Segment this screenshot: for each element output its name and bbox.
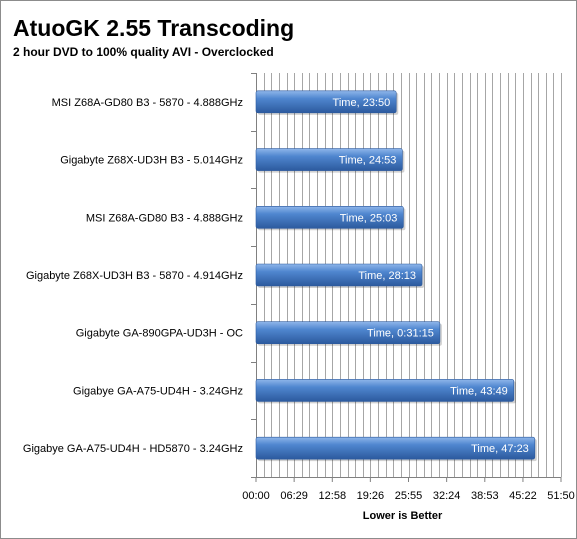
category-label: Gigabye GA-A75-UD4H - HD5870 - 3.24GHz xyxy=(23,443,243,455)
bar xyxy=(255,263,423,287)
x-tick-label: 12:58 xyxy=(319,490,347,502)
category-label: MSI Z68A-GD80 B3 - 5870 - 4.888GHz xyxy=(52,97,243,109)
category-label: MSI Z68A-GD80 B3 - 4.888GHz xyxy=(86,212,243,224)
x-axis-title: Lower is Better xyxy=(363,510,443,522)
chart-title: AtuoGK 2.55 Transcoding xyxy=(13,15,295,41)
x-tick-label: 00:00 xyxy=(242,490,270,502)
x-tick-label: 51:50 xyxy=(547,490,575,502)
bar-data-label: Time, 43:49 xyxy=(450,385,508,397)
bar xyxy=(255,379,515,402)
bar xyxy=(255,321,441,345)
x-tick-label: 45:22 xyxy=(509,490,537,502)
chart-subtitle: 2 hour DVD to 100% quality AVI - Overclo… xyxy=(13,45,274,59)
category-label: Gigabyte GA-890GPA-UD3H - OC xyxy=(76,328,243,340)
x-tick-label: 06:29 xyxy=(280,490,308,502)
x-tick-label: 19:26 xyxy=(357,490,385,502)
bar-data-label: Time, 25:03 xyxy=(340,212,398,224)
category-label: Gigabyte Z68X-UD3H B3 - 5.014GHz xyxy=(60,155,243,167)
category-label: Gigabyte Z68X-UD3H B3 - 5870 - 4.914GHz xyxy=(26,270,243,282)
bar-data-label: Time, 23:50 xyxy=(333,97,391,109)
x-tick-label: 38:53 xyxy=(471,490,499,502)
bar-data-label: Time, 47:23 xyxy=(471,443,529,455)
bar xyxy=(255,436,536,460)
bar-data-label: Time, 24:53 xyxy=(339,155,397,167)
labels: 00:00 06:29 12:58 19:26 25:55 32:24 38:53 45:22… xyxy=(23,97,575,522)
bars xyxy=(255,90,537,462)
x-tick-label: 32:24 xyxy=(433,490,461,502)
bar-data-label: Time, 0:31:15 xyxy=(367,328,434,340)
bar-data-label: Time, 28:13 xyxy=(358,270,416,282)
bar xyxy=(255,205,404,229)
x-tick-label: 25:55 xyxy=(395,490,423,502)
bar xyxy=(255,90,397,114)
bar xyxy=(255,148,403,171)
category-label: Gigabye GA-A75-UD4H - 3.24GHz xyxy=(73,385,243,397)
